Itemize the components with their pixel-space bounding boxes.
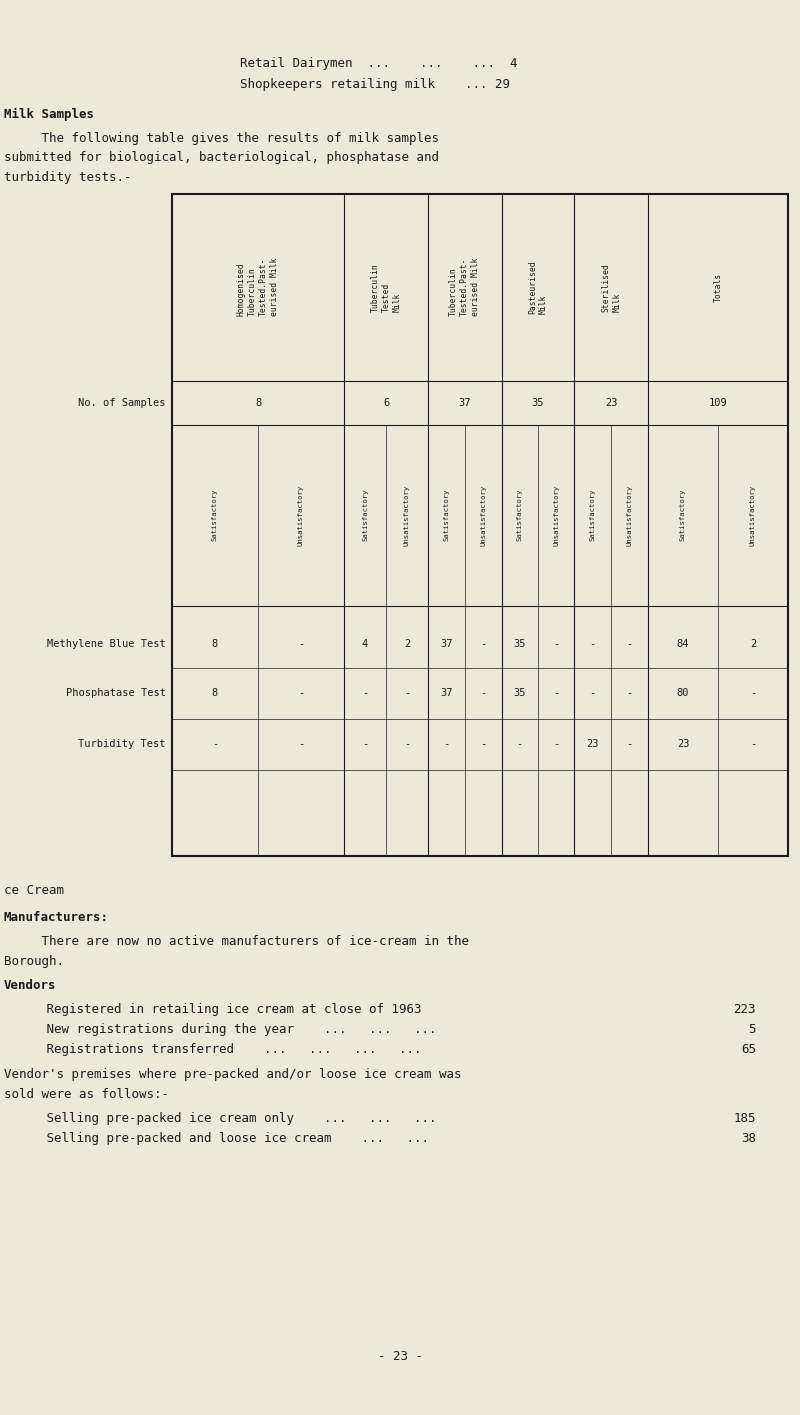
Text: -: - (298, 638, 304, 649)
Text: There are now no active manufacturers of ice-cream in the: There are now no active manufacturers of… (4, 935, 469, 948)
Text: ce Cream: ce Cream (4, 884, 64, 897)
Text: Sterilised
Milk: Sterilised Milk (601, 263, 622, 311)
Text: 2: 2 (404, 638, 410, 649)
Text: -: - (626, 688, 633, 699)
Text: -: - (404, 688, 410, 699)
Text: -: - (480, 688, 486, 699)
Text: New registrations during the year    ...   ...   ...: New registrations during the year ... ..… (24, 1023, 437, 1036)
Text: Turbidity Test: Turbidity Test (78, 739, 166, 750)
Text: -: - (626, 739, 633, 750)
Text: Satisfactory: Satisfactory (443, 488, 450, 542)
Text: Registrations transferred    ...   ...   ...   ...: Registrations transferred ... ... ... ..… (24, 1043, 422, 1056)
Text: 8: 8 (255, 398, 261, 408)
Text: - 23 -: - 23 - (378, 1350, 422, 1363)
Text: -: - (212, 739, 218, 750)
Text: 23: 23 (586, 739, 599, 750)
Text: Satisfactory: Satisfactory (680, 488, 686, 542)
Text: 37: 37 (440, 688, 453, 699)
Text: Unsatisfactory: Unsatisfactory (404, 484, 410, 546)
Text: -: - (443, 739, 450, 750)
Text: 223: 223 (734, 1003, 756, 1016)
Text: -: - (404, 739, 410, 750)
Text: Totals: Totals (714, 273, 722, 301)
Text: 38: 38 (741, 1132, 756, 1145)
Text: 23: 23 (677, 739, 690, 750)
Text: Pasteurised
Milk: Pasteurised Milk (528, 260, 548, 314)
Text: Unsatisfactory: Unsatisfactory (553, 484, 559, 546)
Text: 5: 5 (749, 1023, 756, 1036)
Text: 35: 35 (532, 398, 544, 408)
Text: Tuberculin
Tested
Milk: Tuberculin Tested Milk (370, 263, 402, 311)
Text: 37: 37 (440, 638, 453, 649)
Text: -: - (362, 688, 368, 699)
Text: Manufacturers:: Manufacturers: (4, 911, 109, 924)
Text: 35: 35 (514, 688, 526, 699)
Text: Tuberculin
Tested.Past-
eurised Milk: Tuberculin Tested.Past- eurised Milk (449, 258, 480, 317)
Text: 8: 8 (212, 688, 218, 699)
Text: 65: 65 (741, 1043, 756, 1056)
Text: Vendor's premises where pre-packed and/or loose ice cream was: Vendor's premises where pre-packed and/o… (4, 1068, 462, 1081)
Text: 4: 4 (362, 638, 368, 649)
Text: 109: 109 (709, 398, 727, 408)
Text: sold were as follows:-: sold were as follows:- (4, 1088, 169, 1101)
Text: 84: 84 (677, 638, 690, 649)
Bar (172, 194, 788, 856)
Text: -: - (298, 739, 304, 750)
Text: Unsatisfactory: Unsatisfactory (626, 484, 633, 546)
Text: 6: 6 (383, 398, 389, 408)
Text: -: - (750, 688, 756, 699)
Text: -: - (480, 638, 486, 649)
Text: turbidity tests.-: turbidity tests.- (4, 171, 131, 184)
Text: Registered in retailing ice cream at close of 1963: Registered in retailing ice cream at clo… (24, 1003, 422, 1016)
Text: 8: 8 (212, 638, 218, 649)
Text: Retail Dairymen  ...    ...    ...  4: Retail Dairymen ... ... ... 4 (240, 57, 518, 69)
Text: Unsatisfactory: Unsatisfactory (298, 484, 304, 546)
Text: Methylene Blue Test: Methylene Blue Test (47, 638, 166, 649)
Text: Unsatisfactory: Unsatisfactory (480, 484, 486, 546)
Text: 23: 23 (605, 398, 618, 408)
Text: Selling pre-packed ice cream only    ...   ...   ...: Selling pre-packed ice cream only ... ..… (24, 1112, 437, 1125)
Text: Milk Samples: Milk Samples (4, 108, 94, 120)
Text: -: - (626, 638, 633, 649)
Text: -: - (480, 739, 486, 750)
Text: Selling pre-packed and loose ice cream    ...   ...: Selling pre-packed and loose ice cream .… (24, 1132, 429, 1145)
Text: -: - (750, 739, 756, 750)
Text: 35: 35 (514, 638, 526, 649)
Text: submitted for biological, bacteriological, phosphatase and: submitted for biological, bacteriologica… (4, 151, 439, 164)
Text: -: - (590, 638, 596, 649)
Text: Unsatisfactory: Unsatisfactory (750, 484, 756, 546)
Text: 37: 37 (458, 398, 471, 408)
Text: -: - (553, 688, 559, 699)
Text: -: - (362, 739, 368, 750)
Text: -: - (298, 688, 304, 699)
Text: -: - (517, 739, 523, 750)
Text: Vendors: Vendors (4, 979, 57, 992)
Text: Borough.: Borough. (4, 955, 64, 968)
Text: 2: 2 (750, 638, 756, 649)
Text: -: - (553, 638, 559, 649)
Text: Shopkeepers retailing milk    ... 29: Shopkeepers retailing milk ... 29 (240, 78, 510, 91)
Text: Satisfactory: Satisfactory (362, 488, 368, 542)
Text: 80: 80 (677, 688, 690, 699)
Text: 185: 185 (734, 1112, 756, 1125)
Text: -: - (590, 688, 596, 699)
Text: No. of Samples: No. of Samples (78, 398, 166, 408)
Text: The following table gives the results of milk samples: The following table gives the results of… (4, 132, 439, 144)
Text: -: - (553, 739, 559, 750)
Text: Satisfactory: Satisfactory (517, 488, 523, 542)
Text: Homogenised
Tuberculin
Tested.Past-
eurised Milk: Homogenised Tuberculin Tested.Past- euri… (237, 258, 279, 317)
Text: Phosphatase Test: Phosphatase Test (66, 688, 166, 699)
Text: Satisfactory: Satisfactory (212, 488, 218, 542)
Text: Satisfactory: Satisfactory (590, 488, 596, 542)
